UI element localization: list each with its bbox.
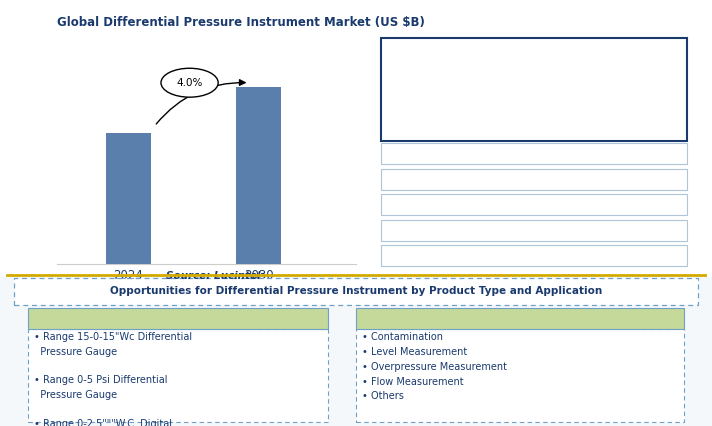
Ellipse shape (161, 68, 218, 97)
Text: Opportunities for Differential Pressure Instrument by Product Type and Applicati: Opportunities for Differential Pressure … (110, 286, 602, 296)
Bar (236, 86, 281, 264)
Text: Source: Lucintel: Source: Lucintel (167, 271, 261, 280)
Text: Global Differential Pressure Instrument Market (US $B): Global Differential Pressure Instrument … (57, 16, 425, 29)
Text: Major Players of Differential
Pressure Instrument Market: Major Players of Differential Pressure I… (446, 79, 622, 100)
Text: • Range 15-0-15"Wc Differential
  Pressure Gauge

• Range 0-5 Psi Differential
 : • Range 15-0-15"Wc Differential Pressure… (34, 332, 192, 426)
Text: Application: Application (484, 313, 555, 323)
Text: Omega Engineering: Omega Engineering (478, 225, 590, 235)
Text: UEI: UEI (525, 200, 543, 210)
Text: 4.0%: 4.0% (177, 78, 203, 88)
Text: Fluke: Fluke (519, 251, 549, 261)
Text: Product Type: Product Type (137, 313, 219, 323)
Text: • Contamination
• Level Measurement
• Overpressure Measurement
• Flow Measuremen: • Contamination • Level Measurement • Ov… (362, 332, 507, 401)
Text: Dwyer Instruments: Dwyer Instruments (481, 149, 587, 158)
Text: Reed-Direct: Reed-Direct (501, 174, 567, 184)
Bar (105, 132, 151, 264)
